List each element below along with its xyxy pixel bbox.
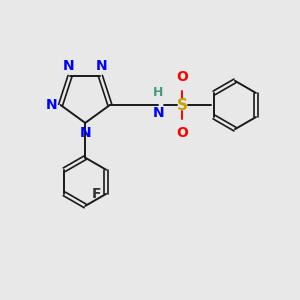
Text: O: O <box>176 126 188 140</box>
Text: N: N <box>45 98 57 112</box>
Text: N: N <box>96 58 108 73</box>
Text: N: N <box>63 58 74 73</box>
Text: H: H <box>153 85 164 98</box>
Text: N: N <box>80 126 91 140</box>
Text: O: O <box>176 70 188 84</box>
Text: S: S <box>176 98 188 112</box>
Text: F: F <box>92 187 102 201</box>
Text: N: N <box>153 106 164 121</box>
